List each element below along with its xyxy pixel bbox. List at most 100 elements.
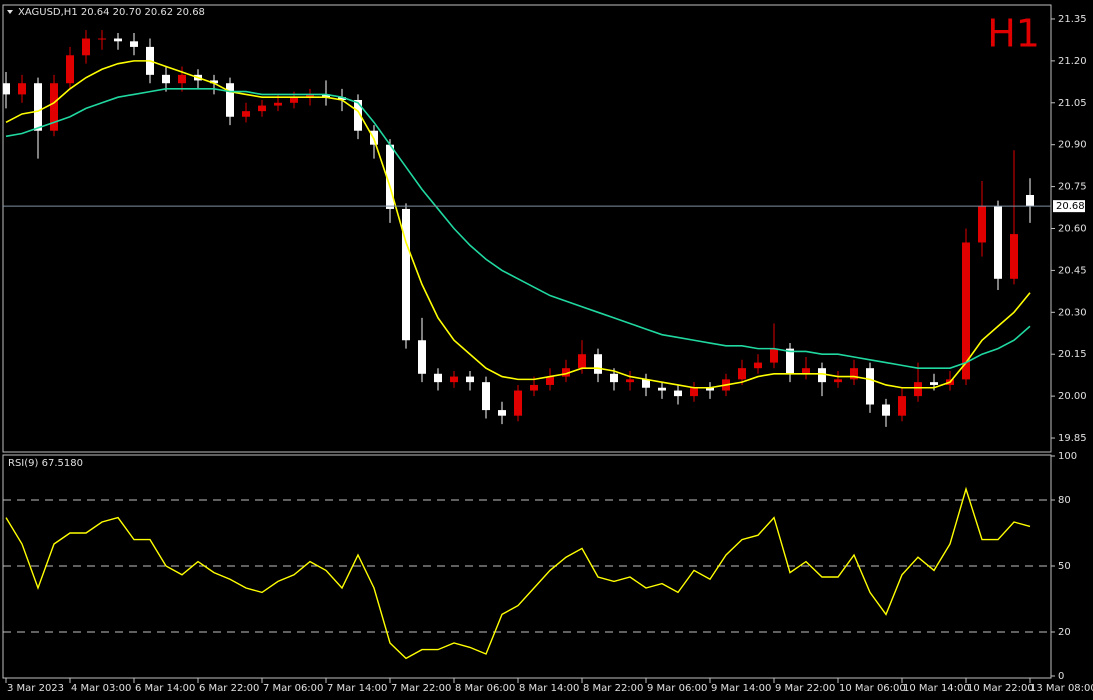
x-tick-label: 8 Mar 14:00 bbox=[519, 683, 579, 694]
y-tick-label: 21.35 bbox=[1058, 14, 1087, 25]
candle-body bbox=[770, 348, 778, 363]
candle-body bbox=[450, 376, 458, 383]
candle-body bbox=[706, 387, 714, 391]
candle-body bbox=[962, 242, 970, 380]
candle-body bbox=[802, 368, 810, 374]
candle-body bbox=[498, 410, 506, 416]
x-tick-label: 9 Mar 14:00 bbox=[711, 683, 771, 694]
candle-body bbox=[274, 102, 282, 106]
candle-body bbox=[210, 80, 218, 84]
candle-body bbox=[690, 387, 698, 397]
candle-body bbox=[338, 97, 346, 100]
bid-label: 20.68 bbox=[1056, 201, 1085, 212]
candle-body bbox=[546, 376, 554, 385]
candle-body bbox=[130, 41, 138, 47]
y-tick-label: 19.85 bbox=[1058, 433, 1087, 444]
x-tick-label: 9 Mar 06:00 bbox=[647, 683, 707, 694]
candle-body bbox=[866, 368, 874, 405]
moving-average bbox=[5, 88, 1031, 369]
candle-body bbox=[914, 382, 922, 397]
candle-body bbox=[626, 379, 634, 383]
candle-body bbox=[482, 382, 490, 411]
y-tick-label: 20.60 bbox=[1058, 224, 1087, 235]
candle-body bbox=[530, 384, 538, 391]
candle-body bbox=[258, 105, 266, 112]
candle-body bbox=[850, 368, 858, 380]
x-tick-label: 4 Mar 03:00 bbox=[71, 683, 131, 694]
candle-body bbox=[610, 373, 618, 383]
rsi-plot bbox=[3, 486, 1051, 660]
candle-body bbox=[562, 368, 570, 377]
candle-body bbox=[674, 390, 682, 397]
candle-body bbox=[242, 111, 250, 117]
candle-body bbox=[114, 38, 122, 42]
y-tick-label: 21.20 bbox=[1058, 56, 1087, 67]
x-tick-label: 8 Mar 06:00 bbox=[455, 683, 515, 694]
moving-average bbox=[5, 60, 1031, 389]
candle-body bbox=[50, 83, 58, 131]
candle-body bbox=[978, 206, 986, 243]
candle-body bbox=[642, 379, 650, 388]
y-tick-label: 20.75 bbox=[1058, 182, 1087, 193]
candle-body bbox=[82, 38, 90, 56]
candle-body bbox=[514, 390, 522, 416]
candle-body bbox=[466, 376, 474, 383]
y-tick-label: 21.05 bbox=[1058, 98, 1087, 109]
candle-body bbox=[930, 382, 938, 385]
x-tick-label: 10 Mar 06:00 bbox=[839, 683, 906, 694]
x-tick-label: 3 Mar 2023 bbox=[7, 683, 64, 694]
bid-box bbox=[1053, 200, 1085, 213]
x-tick-label: 13 Mar 08:00 bbox=[1030, 683, 1093, 694]
candle-body bbox=[226, 83, 234, 117]
x-tick-label: 7 Mar 14:00 bbox=[327, 683, 387, 694]
candle-body bbox=[594, 354, 602, 374]
price-plot bbox=[3, 30, 1034, 427]
candle-body bbox=[818, 368, 826, 383]
candle-body bbox=[1010, 234, 1018, 279]
x-tick-label: 7 Mar 06:00 bbox=[263, 683, 323, 694]
x-tick-label: 6 Mar 22:00 bbox=[199, 683, 259, 694]
x-tick-label: 10 Mar 22:00 bbox=[967, 683, 1034, 694]
rsi-title: RSI(9) 67.5180 bbox=[8, 458, 83, 469]
candle-body bbox=[994, 206, 1002, 279]
candle-body bbox=[162, 74, 170, 84]
candle-body bbox=[658, 387, 666, 391]
x-tick-label: 6 Mar 14:00 bbox=[135, 683, 195, 694]
candle-body bbox=[882, 404, 890, 416]
price-panel bbox=[2, 4, 1052, 453]
candle-body bbox=[98, 38, 106, 40]
candle-body bbox=[34, 83, 42, 131]
candle-body bbox=[354, 99, 362, 131]
candle-body bbox=[402, 208, 410, 341]
candle-body bbox=[786, 348, 794, 374]
candle-body bbox=[738, 368, 746, 380]
x-tick-label: 7 Mar 22:00 bbox=[391, 683, 451, 694]
y-tick-label: 20.30 bbox=[1058, 307, 1087, 318]
candle-body bbox=[834, 379, 842, 383]
candle-body bbox=[578, 354, 586, 369]
chart-title: XAGUSD,H1 20.64 20.70 20.62 20.68 bbox=[18, 7, 205, 18]
candle-body bbox=[18, 83, 26, 95]
y-tick-label: 100 bbox=[1058, 451, 1077, 462]
y-tick-label: 0 bbox=[1058, 671, 1064, 682]
candle-body bbox=[1026, 194, 1034, 207]
y-tick-label: 50 bbox=[1058, 561, 1071, 572]
candle-body bbox=[178, 74, 186, 84]
x-tick-label: 10 Mar 14:00 bbox=[903, 683, 970, 694]
candle-body bbox=[290, 97, 298, 103]
candle-body bbox=[898, 396, 906, 416]
y-tick-label: 20 bbox=[1058, 627, 1071, 638]
candle-body bbox=[322, 94, 330, 98]
timeframe-label: H1 bbox=[987, 12, 1040, 56]
y-tick-label: 80 bbox=[1058, 495, 1071, 506]
y-tick-label: 20.45 bbox=[1058, 265, 1087, 276]
candle-body bbox=[418, 340, 426, 374]
y-tick-label: 20.90 bbox=[1058, 140, 1087, 151]
x-tick-label: 8 Mar 22:00 bbox=[583, 683, 643, 694]
y-tick-label: 20.15 bbox=[1058, 349, 1087, 360]
candle-body bbox=[434, 373, 442, 383]
candle-body bbox=[386, 144, 394, 209]
x-tick-label: 9 Mar 22:00 bbox=[775, 683, 835, 694]
menu-arrow[interactable] bbox=[7, 10, 13, 14]
